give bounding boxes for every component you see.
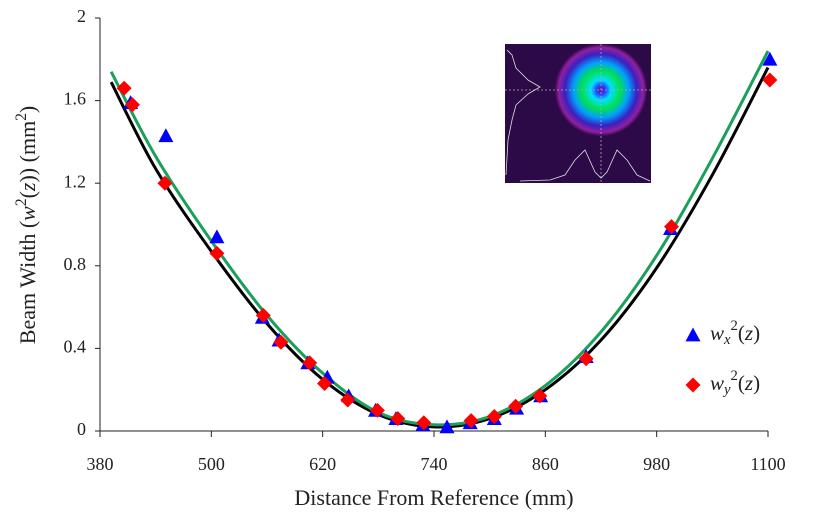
inset-image: [505, 44, 651, 183]
y-axis-title: Beam Width (w2(z)) (mm2): [13, 106, 41, 344]
data-point: [209, 245, 225, 261]
data-point: [369, 402, 385, 418]
y-tick-label: 1.6: [64, 89, 87, 109]
x-tick-label: 1100: [750, 454, 785, 474]
y-tick-label: 2: [77, 6, 86, 26]
data-point: [762, 72, 778, 88]
data-point: [486, 409, 502, 425]
data-point: [158, 128, 174, 143]
data-point: [157, 175, 173, 191]
x-axis-title: Distance From Reference (mm): [294, 485, 573, 510]
data-point: [302, 355, 318, 371]
data-point: [317, 376, 333, 392]
data-point: [664, 219, 680, 235]
data-point: [416, 415, 432, 431]
x-tick-label: 980: [643, 454, 670, 474]
legend-label: wy2(z): [710, 368, 760, 398]
data-point: [508, 398, 524, 414]
y-tick-label: 0: [77, 419, 86, 439]
legend-label: wx2(z): [710, 318, 760, 348]
data-point: [116, 80, 132, 96]
data-point: [463, 413, 479, 429]
y-tick-label: 0.8: [64, 254, 87, 274]
data-point: [124, 97, 140, 113]
data-point: [439, 419, 455, 434]
x-tick-label: 380: [87, 454, 114, 474]
data-point: [390, 411, 406, 427]
legend-marker: [685, 377, 701, 393]
fit-line: [109, 50, 770, 427]
x-tick-label: 740: [421, 454, 448, 474]
y-tick-label: 1.2: [64, 171, 87, 191]
x-tick-label: 500: [198, 454, 225, 474]
data-point: [340, 392, 356, 408]
x-tick-label: 860: [532, 454, 559, 474]
legend-marker: [685, 327, 701, 342]
y-tick-label: 0.4: [64, 337, 87, 357]
data-point: [532, 388, 548, 404]
data-point: [762, 51, 778, 66]
data-point: [273, 334, 289, 350]
data-point: [255, 307, 271, 323]
x-tick-label: 620: [309, 454, 336, 474]
fit-line: [109, 66, 770, 429]
data-point: [209, 229, 225, 244]
data-point: [578, 351, 594, 367]
